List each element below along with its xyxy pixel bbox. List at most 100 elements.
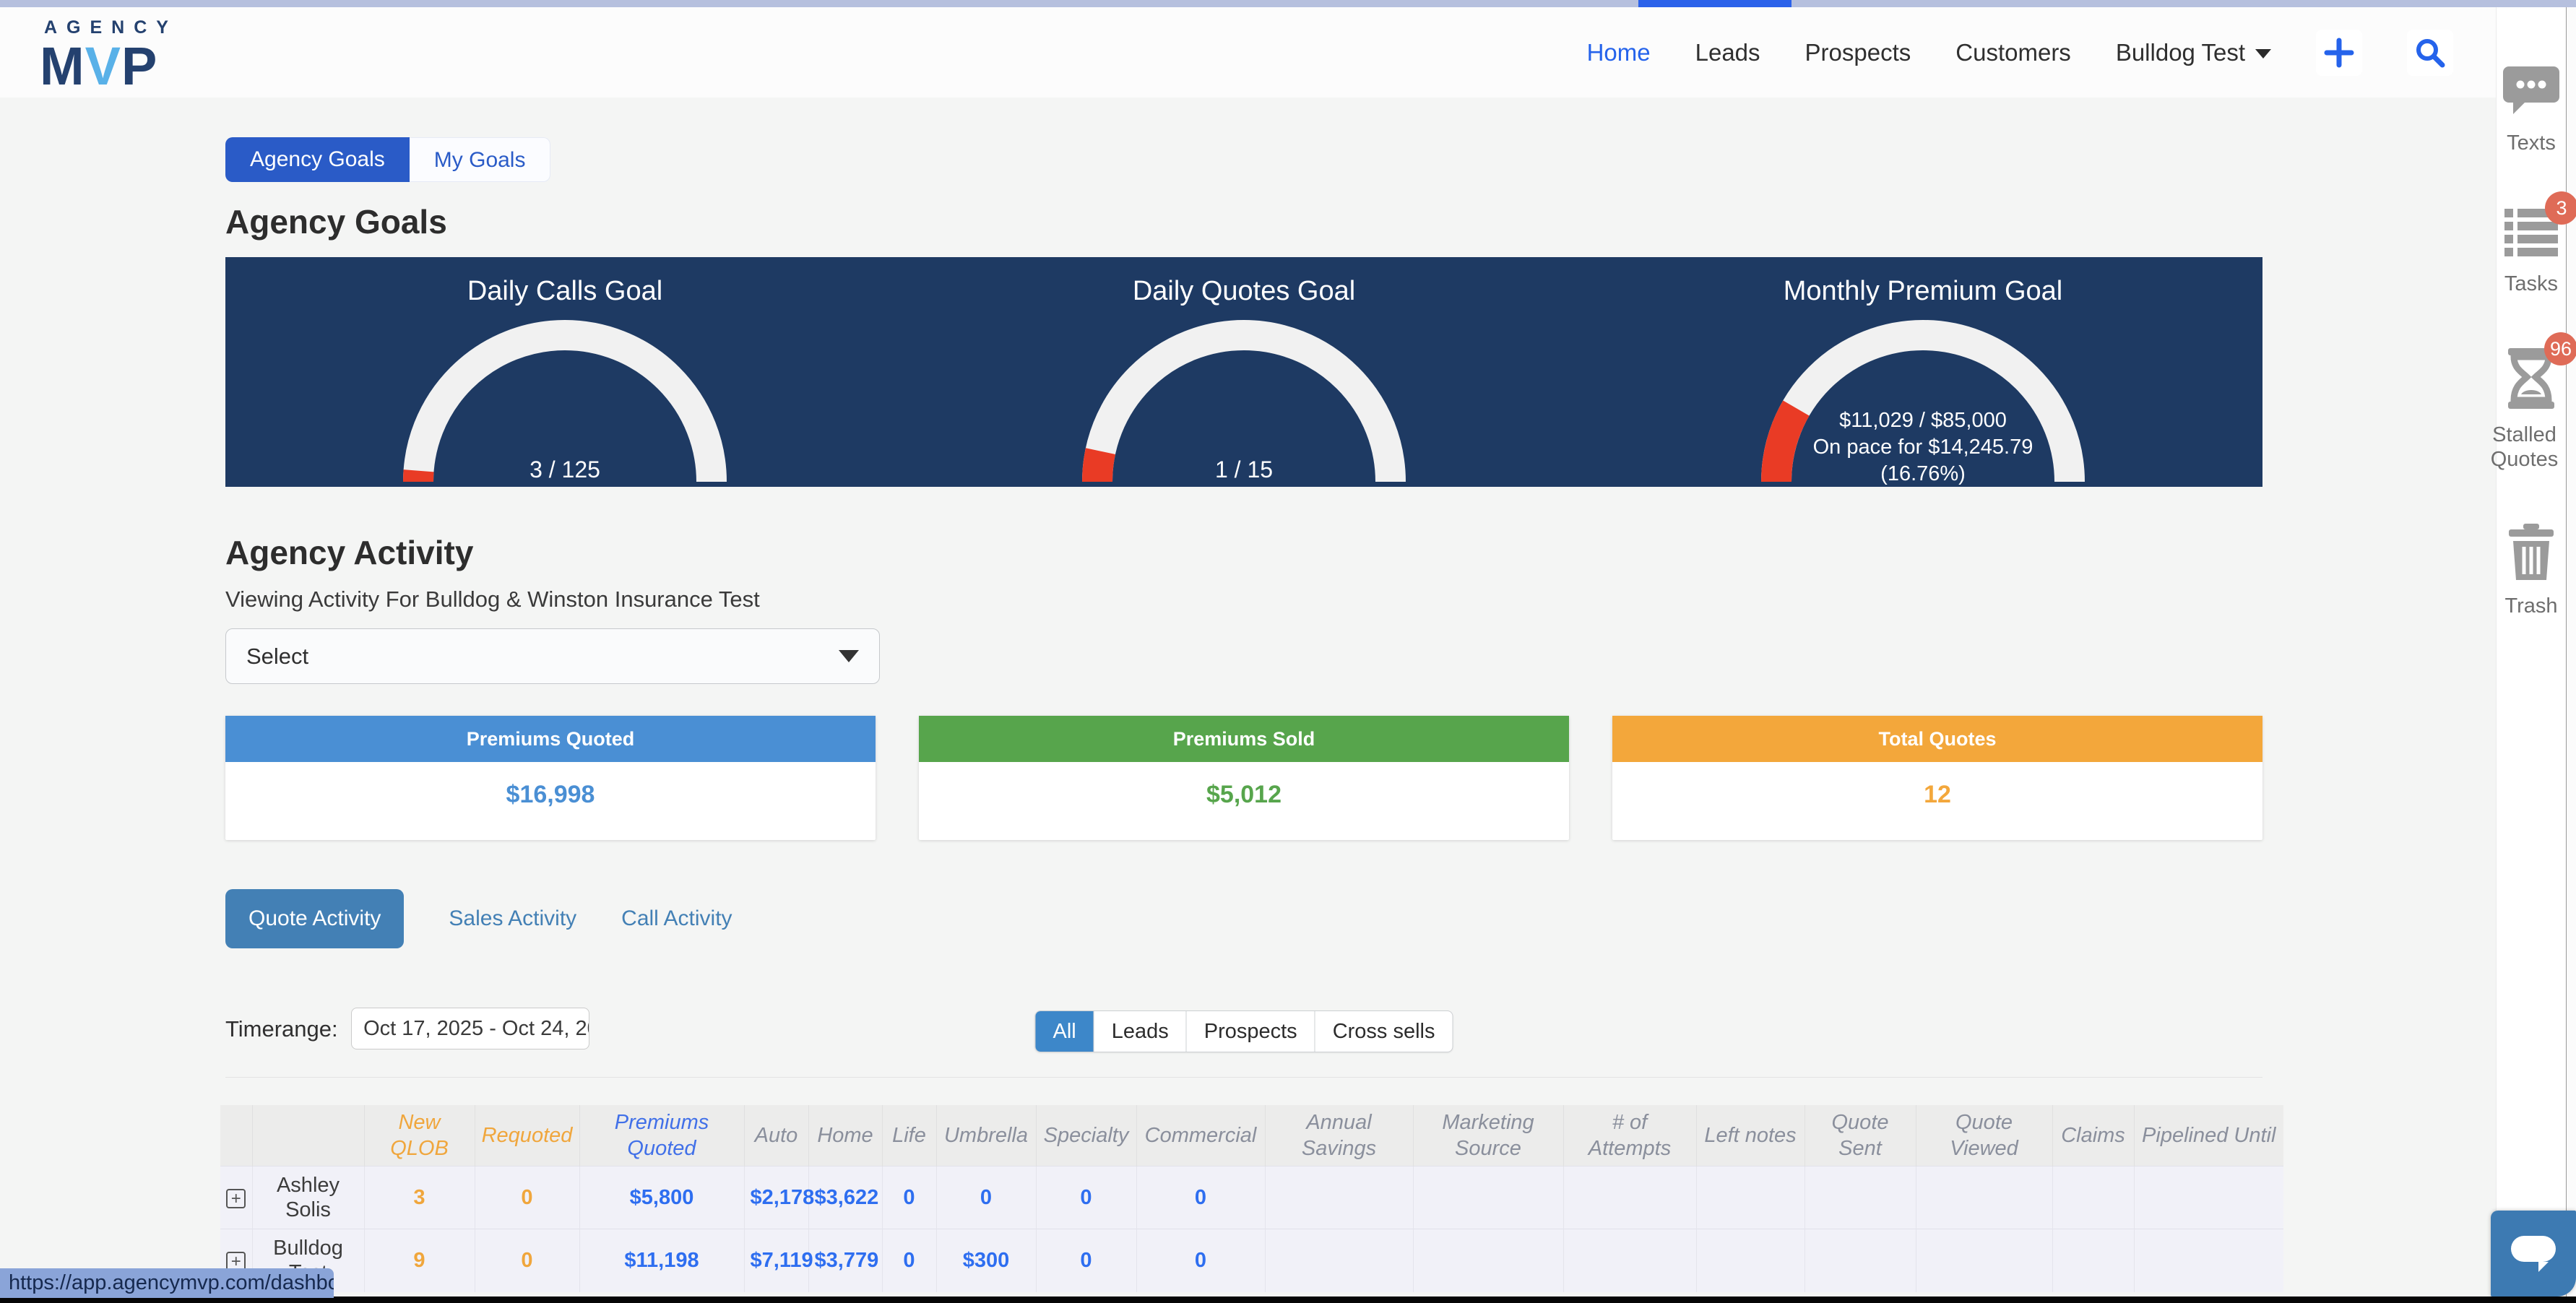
page-title: Agency Goals [225,203,447,241]
column-header-umbrella[interactable]: Umbrella [935,1105,1036,1166]
tab-call-activity[interactable]: Call Activity [621,906,732,930]
sidebar-item-label: Trash [2504,594,2558,618]
tab-quote-activity[interactable]: Quote Activity [225,889,405,948]
column-header-name [251,1105,364,1166]
sidebar-item-label: Texts [2507,131,2556,155]
new_qlob-cell: 9 [363,1229,475,1292]
search-button[interactable] [2407,29,2453,76]
agency-mvp-logo[interactable]: AGENCY MVP [40,17,199,93]
column-header-quote_sent[interactable]: Quote Sent [1804,1105,1916,1166]
requoted-cell: 0 [474,1166,579,1229]
expand-row-button[interactable]: + [226,1189,246,1208]
annual_savings-cell [1264,1229,1413,1292]
column-header-commercial[interactable]: Commercial [1136,1105,1265,1166]
column-header-attempts[interactable]: # of Attempts [1563,1105,1696,1166]
column-header-life[interactable]: Life [881,1105,936,1166]
table-row: + Ashley Solis 3 0 $5,800 $2,178 $3,622 0 0 0 0 [220,1166,2283,1229]
tab-agency-goals[interactable]: Agency Goals [225,137,410,182]
new_qlob-cell: 3 [363,1166,475,1229]
goals-tabs: Agency Goals My Goals [225,137,551,182]
column-header-annual_savings[interactable]: Annual Savings [1264,1105,1413,1166]
life-cell: 0 [881,1166,936,1229]
viewing-activity-text: Viewing Activity For Bulldog & Winston I… [225,586,760,612]
add-button[interactable] [2316,29,2362,76]
quote_viewed-cell [1915,1166,2052,1229]
chat-launcher-button[interactable] [2491,1211,2576,1296]
timerange-input[interactable]: Oct 17, 2025 - Oct 24, 20 [351,1008,590,1049]
stat-cards: Premiums Quoted $16,998 Premiums Sold $5… [225,716,2262,840]
sidebar-item-texts[interactable]: Texts [2497,64,2566,155]
home-cell: $3,779 [808,1229,882,1292]
column-header-home[interactable]: Home [808,1105,882,1166]
quote_viewed-cell [1915,1229,2052,1292]
nav-item-leads[interactable]: Leads [1695,38,1760,66]
filter-prospects[interactable]: Prospects [1185,1011,1315,1052]
tab-my-goals[interactable]: My Goals [409,137,551,182]
bottom-edge [0,1296,2576,1303]
card-header: Total Quotes [1612,716,2262,762]
card-value: $16,998 [506,781,595,808]
chevron-down-icon [839,650,859,662]
logo-mvp-text: MVP [40,36,158,96]
trash-icon [2506,524,2556,584]
column-header-expand [220,1105,252,1166]
activity-tabs: Quote Activity Sales Activity Call Activ… [225,889,2496,948]
account-menu[interactable]: Bulldog Test [2116,39,2271,66]
pipelined_until-cell [2133,1166,2283,1229]
window-top-strip [0,0,2576,7]
specialty-cell: 0 [1035,1166,1136,1229]
card-header: Premiums Sold [919,716,1569,762]
filter-leads[interactable]: Leads [1093,1011,1186,1052]
card-premiums-sold: Premiums Sold $5,012 [919,716,1569,840]
column-header-specialty[interactable]: Specialty [1035,1105,1136,1166]
gauge-arc [403,320,727,482]
row-name-cell[interactable]: Ashley Solis [251,1166,364,1229]
column-header-marketing_source[interactable]: Marketing Source [1412,1105,1563,1166]
logo-agency-text: AGENCY [44,17,178,38]
life-cell: 0 [881,1229,936,1292]
sidebar-item-label: Stalled Quotes [2490,423,2559,471]
hourglass-icon: 96 [2504,332,2576,412]
column-header-premiums_quoted[interactable]: Premiums Quoted [579,1105,744,1166]
claims-cell [2052,1229,2134,1292]
commercial-cell: 0 [1136,1166,1265,1229]
column-header-requoted[interactable]: Requoted [474,1105,579,1166]
quote_sent-cell [1804,1229,1916,1292]
utility-sidebar: Texts 3 Tasks 96 Stalled Quotes Trash [2491,7,2576,1296]
gauge-value: 1 / 15 [1214,456,1274,482]
filter-cross-sells[interactable]: Cross sells [1314,1011,1453,1052]
quote-activity-table: New QLOB Requoted Premiums Quoted Auto Home L… [220,1105,2283,1292]
marketing_source-cell [1412,1229,1563,1292]
nav-item-home[interactable]: Home [1586,38,1651,66]
home-cell: $3,622 [808,1166,882,1229]
team-member-select[interactable]: Select [225,628,880,684]
sidebar-item-trash[interactable]: Trash [2497,524,2566,618]
premiums_quoted-cell: $11,198 [579,1229,744,1292]
chevron-down-icon [2255,49,2271,59]
nav-item-customers[interactable]: Customers [1955,38,2071,66]
scrollbar[interactable] [2566,7,2576,1303]
gauge-title: Daily Calls Goal [467,276,663,306]
section-divider [225,1077,2262,1078]
tab-sales-activity[interactable]: Sales Activity [449,906,577,930]
card-value: 12 [1924,781,1951,808]
column-header-claims[interactable]: Claims [2052,1105,2134,1166]
nav-item-prospects[interactable]: Prospects [1805,38,1911,66]
sidebar-item-label: Tasks [2504,272,2559,295]
pipelined_until-cell [2133,1229,2283,1292]
auto-cell: $2,178 [743,1166,814,1229]
column-header-pipelined_until[interactable]: Pipelined Until [2133,1105,2283,1166]
gauge-arc [1761,320,2085,482]
sidebar-item-tasks[interactable]: 3 Tasks [2497,191,2576,296]
gauge-arc [1082,320,1406,482]
filter-all[interactable]: All [1035,1011,1094,1052]
column-header-new_qlob[interactable]: New QLOB [363,1105,475,1166]
main-nav: Home Leads Prospects Customers Bulldog T… [1587,7,2453,98]
column-header-left_notes[interactable]: Left notes [1695,1105,1805,1166]
sidebar-item-stalled-quotes[interactable]: 96 Stalled Quotes [2491,332,2576,472]
column-header-auto[interactable]: Auto [743,1105,808,1166]
column-header-quote_viewed[interactable]: Quote Viewed [1915,1105,2052,1166]
commercial-cell: 0 [1136,1229,1265,1292]
gauge-value-lines: $11,029 / $85,000 On pace for $14,245.79… [1812,409,2033,485]
